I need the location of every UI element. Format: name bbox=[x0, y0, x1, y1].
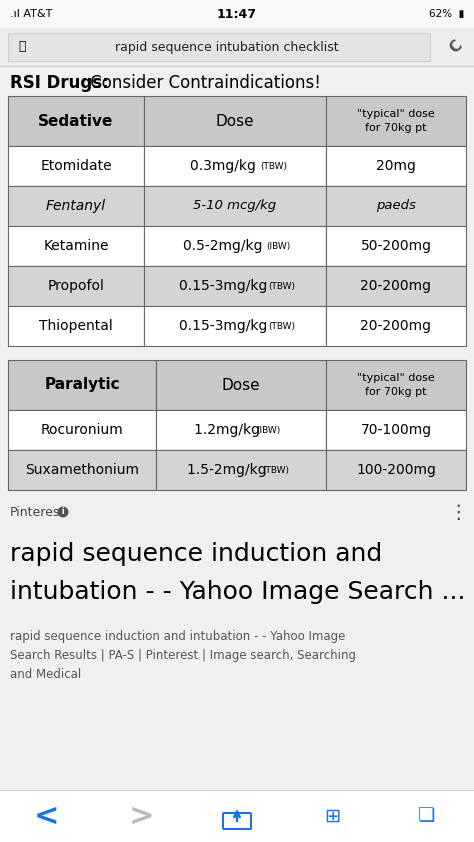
Text: ⋮: ⋮ bbox=[448, 503, 468, 521]
Text: intubation - - Yahoo Image Search ...: intubation - - Yahoo Image Search ... bbox=[10, 580, 465, 604]
Bar bbox=[156, 450, 326, 490]
Bar bbox=[144, 306, 326, 346]
Bar bbox=[0, 28, 474, 66]
Text: "typical" dose
for 70kg pt: "typical" dose for 70kg pt bbox=[357, 373, 435, 397]
Bar bbox=[326, 360, 466, 410]
Bar bbox=[144, 186, 326, 226]
Bar bbox=[8, 306, 144, 346]
Bar bbox=[326, 226, 466, 266]
Text: 5-10 mcg/kg: 5-10 mcg/kg bbox=[193, 200, 276, 212]
Bar bbox=[326, 306, 466, 346]
Bar bbox=[144, 96, 326, 146]
Text: rapid sequence induction and intubation - - Yahoo Image
Search Results | PA-S | : rapid sequence induction and intubation … bbox=[10, 630, 356, 681]
Bar bbox=[326, 96, 466, 146]
Bar bbox=[8, 33, 430, 61]
Text: (TBW): (TBW) bbox=[269, 322, 296, 331]
Text: Rocuronium: Rocuronium bbox=[41, 423, 123, 437]
Text: Propofol: Propofol bbox=[47, 279, 104, 293]
Text: rapid sequence intubation checklist: rapid sequence intubation checklist bbox=[115, 40, 339, 54]
Text: Sedative: Sedative bbox=[38, 114, 114, 129]
Text: Pinterest: Pinterest bbox=[10, 505, 65, 519]
Bar bbox=[8, 266, 144, 306]
Bar bbox=[326, 410, 466, 450]
Text: ⊞: ⊞ bbox=[324, 807, 340, 825]
Text: Suxamethonium: Suxamethonium bbox=[25, 463, 139, 477]
Text: (IBW): (IBW) bbox=[256, 425, 281, 434]
Text: 20-200mg: 20-200mg bbox=[361, 319, 431, 333]
Text: "typical" dose
for 70kg pt: "typical" dose for 70kg pt bbox=[357, 109, 435, 132]
Bar bbox=[156, 410, 326, 450]
Text: Dose: Dose bbox=[222, 377, 260, 392]
Bar bbox=[0, 0, 474, 28]
Text: 11:47: 11:47 bbox=[217, 8, 257, 20]
Text: 0.15-3mg/kg: 0.15-3mg/kg bbox=[179, 279, 272, 293]
Text: 20mg: 20mg bbox=[376, 159, 416, 173]
Text: Paralytic: Paralytic bbox=[44, 377, 120, 392]
Bar bbox=[0, 790, 474, 842]
Bar bbox=[8, 360, 156, 410]
Text: ❏: ❏ bbox=[418, 807, 436, 825]
Text: (TBW): (TBW) bbox=[269, 281, 296, 290]
Text: RSI Drugs:: RSI Drugs: bbox=[10, 74, 109, 92]
Bar bbox=[8, 410, 156, 450]
Bar bbox=[156, 360, 326, 410]
Text: 0.15-3mg/kg: 0.15-3mg/kg bbox=[179, 319, 272, 333]
Bar bbox=[144, 146, 326, 186]
Bar bbox=[8, 186, 144, 226]
Text: Dose: Dose bbox=[216, 114, 255, 129]
Text: 100-200mg: 100-200mg bbox=[356, 463, 436, 477]
Text: paeds: paeds bbox=[376, 200, 416, 212]
Text: 0.3mg/kg: 0.3mg/kg bbox=[190, 159, 260, 173]
Bar bbox=[8, 226, 144, 266]
Text: Fentanyl: Fentanyl bbox=[46, 199, 106, 213]
Text: 🔍: 🔍 bbox=[18, 40, 26, 54]
Text: 70-100mg: 70-100mg bbox=[360, 423, 431, 437]
Text: <: < bbox=[34, 802, 60, 830]
Bar bbox=[326, 266, 466, 306]
Bar bbox=[144, 266, 326, 306]
Text: (IBW): (IBW) bbox=[266, 242, 290, 251]
Text: Consider Contraindications!: Consider Contraindications! bbox=[85, 74, 321, 92]
Bar bbox=[326, 450, 466, 490]
Bar bbox=[8, 450, 156, 490]
Text: 0.5-2mg/kg: 0.5-2mg/kg bbox=[183, 239, 267, 253]
Text: C: C bbox=[447, 38, 465, 56]
Text: rapid sequence induction and: rapid sequence induction and bbox=[10, 542, 382, 566]
Text: Ketamine: Ketamine bbox=[43, 239, 109, 253]
Text: 1.5-2mg/kg: 1.5-2mg/kg bbox=[187, 463, 271, 477]
Text: Thiopental: Thiopental bbox=[39, 319, 113, 333]
Text: .ıl AT&T: .ıl AT&T bbox=[10, 9, 59, 19]
Bar bbox=[8, 96, 144, 146]
Bar bbox=[326, 186, 466, 226]
Text: 1.2mg/kg: 1.2mg/kg bbox=[194, 423, 264, 437]
Text: (TBW): (TBW) bbox=[262, 466, 289, 475]
Text: 62%  ▮: 62% ▮ bbox=[428, 9, 464, 19]
Bar bbox=[8, 146, 144, 186]
Text: >: > bbox=[129, 802, 155, 830]
Text: Etomidate: Etomidate bbox=[40, 159, 112, 173]
Text: (TBW): (TBW) bbox=[260, 162, 287, 170]
Circle shape bbox=[57, 507, 69, 518]
Text: 20-200mg: 20-200mg bbox=[361, 279, 431, 293]
Text: i: i bbox=[62, 508, 64, 516]
Bar bbox=[326, 146, 466, 186]
Text: 50-200mg: 50-200mg bbox=[361, 239, 431, 253]
Bar bbox=[144, 226, 326, 266]
